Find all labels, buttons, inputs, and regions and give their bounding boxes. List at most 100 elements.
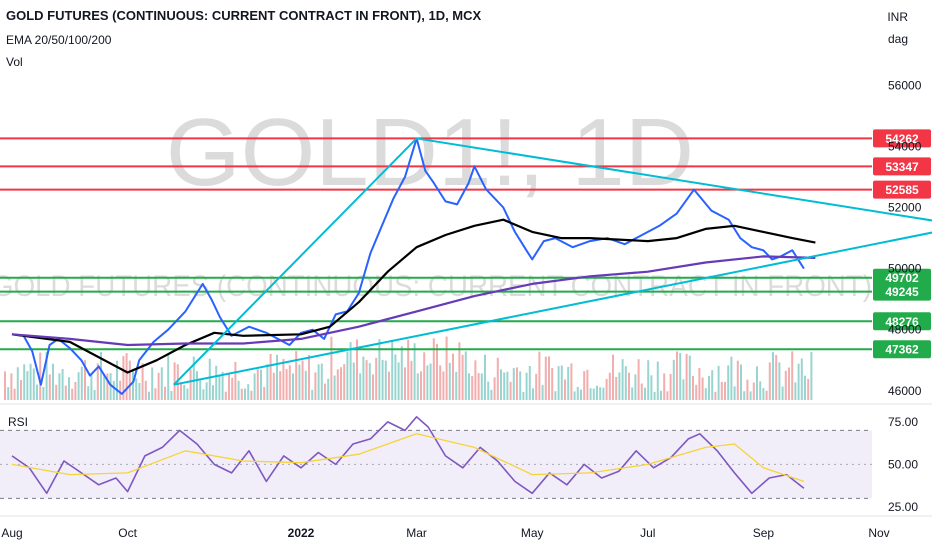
volume-bar <box>608 372 611 400</box>
volume-bar <box>551 368 554 400</box>
volume-bar <box>490 389 493 400</box>
volume-bar <box>122 355 125 400</box>
volume-bar <box>192 356 195 400</box>
volume-bar <box>692 375 694 400</box>
volume-bar <box>362 356 365 400</box>
volume-bar <box>778 362 781 400</box>
volume-bar <box>714 391 717 400</box>
volume-bar <box>461 354 464 400</box>
volume-bar <box>605 378 608 400</box>
volume-bar <box>173 362 176 400</box>
volume-bar <box>455 371 458 400</box>
volume-bar <box>704 388 707 400</box>
level-label: 47362 <box>885 343 919 357</box>
volume-bar <box>660 390 662 400</box>
volume-bar <box>644 387 646 400</box>
volume-bar <box>52 363 54 400</box>
time-tick-label: Nov <box>868 526 889 540</box>
level-tag <box>873 129 931 148</box>
volume-bar <box>176 364 179 400</box>
volume-bar <box>759 381 762 400</box>
volume-bar <box>573 391 576 400</box>
volume-bar <box>589 388 592 400</box>
volume-bar <box>772 352 774 400</box>
volume-bar <box>519 371 522 400</box>
volume-bar <box>724 381 726 400</box>
volume-bar <box>397 362 400 400</box>
volume-bar <box>618 372 621 400</box>
volume-bar <box>256 369 259 400</box>
volume-bar <box>183 384 186 400</box>
volume-bar <box>61 369 64 400</box>
volume-bar <box>727 365 730 400</box>
volume-bar <box>170 390 173 400</box>
level-label: 54262 <box>885 132 919 146</box>
volume-bar <box>90 373 93 400</box>
volume-bar <box>535 373 538 400</box>
volume-bar <box>640 383 643 400</box>
volume-bar <box>503 372 506 400</box>
volume-bar <box>720 381 723 400</box>
volume-bar <box>330 336 333 400</box>
volume-bar <box>496 357 499 400</box>
volume-bar <box>151 367 154 400</box>
volume-bar <box>416 373 419 400</box>
volume-bar <box>509 381 512 400</box>
volume-bar <box>276 354 278 400</box>
volume-bar <box>282 358 285 400</box>
volume-bar <box>336 369 339 400</box>
price-tick-label: 54000 <box>888 139 922 153</box>
volume-bar <box>743 391 746 400</box>
trendline <box>173 231 932 386</box>
volume-bar <box>804 375 806 400</box>
volume-bar <box>717 365 720 400</box>
volume-bar <box>647 360 650 400</box>
volume-bar <box>432 338 435 400</box>
volume-bar <box>656 361 659 400</box>
trendline <box>173 137 932 386</box>
watermark-description: GOLD FUTURES (CONTINUOUS: CURRENT CONTRA… <box>0 270 872 303</box>
volume-bar <box>576 386 579 400</box>
volume-bar <box>160 367 163 400</box>
volume-bar <box>468 373 470 400</box>
volume-bar <box>64 385 67 400</box>
volume-bar <box>388 371 390 400</box>
volume-bar <box>733 386 736 400</box>
volume-bar <box>154 388 157 400</box>
volume-legend: Vol <box>6 55 23 69</box>
volume-bar <box>538 351 541 400</box>
volume-bar <box>349 342 352 400</box>
volume-bar <box>634 374 637 400</box>
volume-bar <box>672 359 675 400</box>
volume-bar <box>528 365 531 400</box>
volume-bar <box>474 360 477 400</box>
level-tag <box>873 180 931 199</box>
volume-bar <box>756 366 758 400</box>
volume-bar <box>384 360 387 400</box>
volume-bar <box>7 387 10 400</box>
level-label: 52585 <box>885 183 919 197</box>
volume-bar <box>580 389 582 400</box>
volume-bar <box>458 342 461 400</box>
volume-bar <box>80 366 83 400</box>
level-tag <box>873 282 931 301</box>
volume-bar <box>439 365 442 400</box>
volume-bar <box>20 380 22 400</box>
volume-bar <box>429 363 432 400</box>
volume-bar <box>381 359 384 400</box>
volume-bar <box>266 364 269 400</box>
volume-bar <box>736 360 739 400</box>
volume-bar <box>794 382 797 400</box>
volume-bar <box>45 351 48 400</box>
volume-bar <box>301 360 304 400</box>
volume-bar <box>650 375 653 400</box>
volume-bar <box>228 373 230 400</box>
volume-bar <box>125 353 128 400</box>
volume-bar <box>215 365 218 400</box>
volume-bar <box>426 365 429 400</box>
volume-bar <box>311 389 314 400</box>
volume-bar <box>682 379 685 400</box>
volume-bar <box>298 364 301 400</box>
volume-bar <box>448 362 451 400</box>
volume-bar <box>695 384 698 400</box>
